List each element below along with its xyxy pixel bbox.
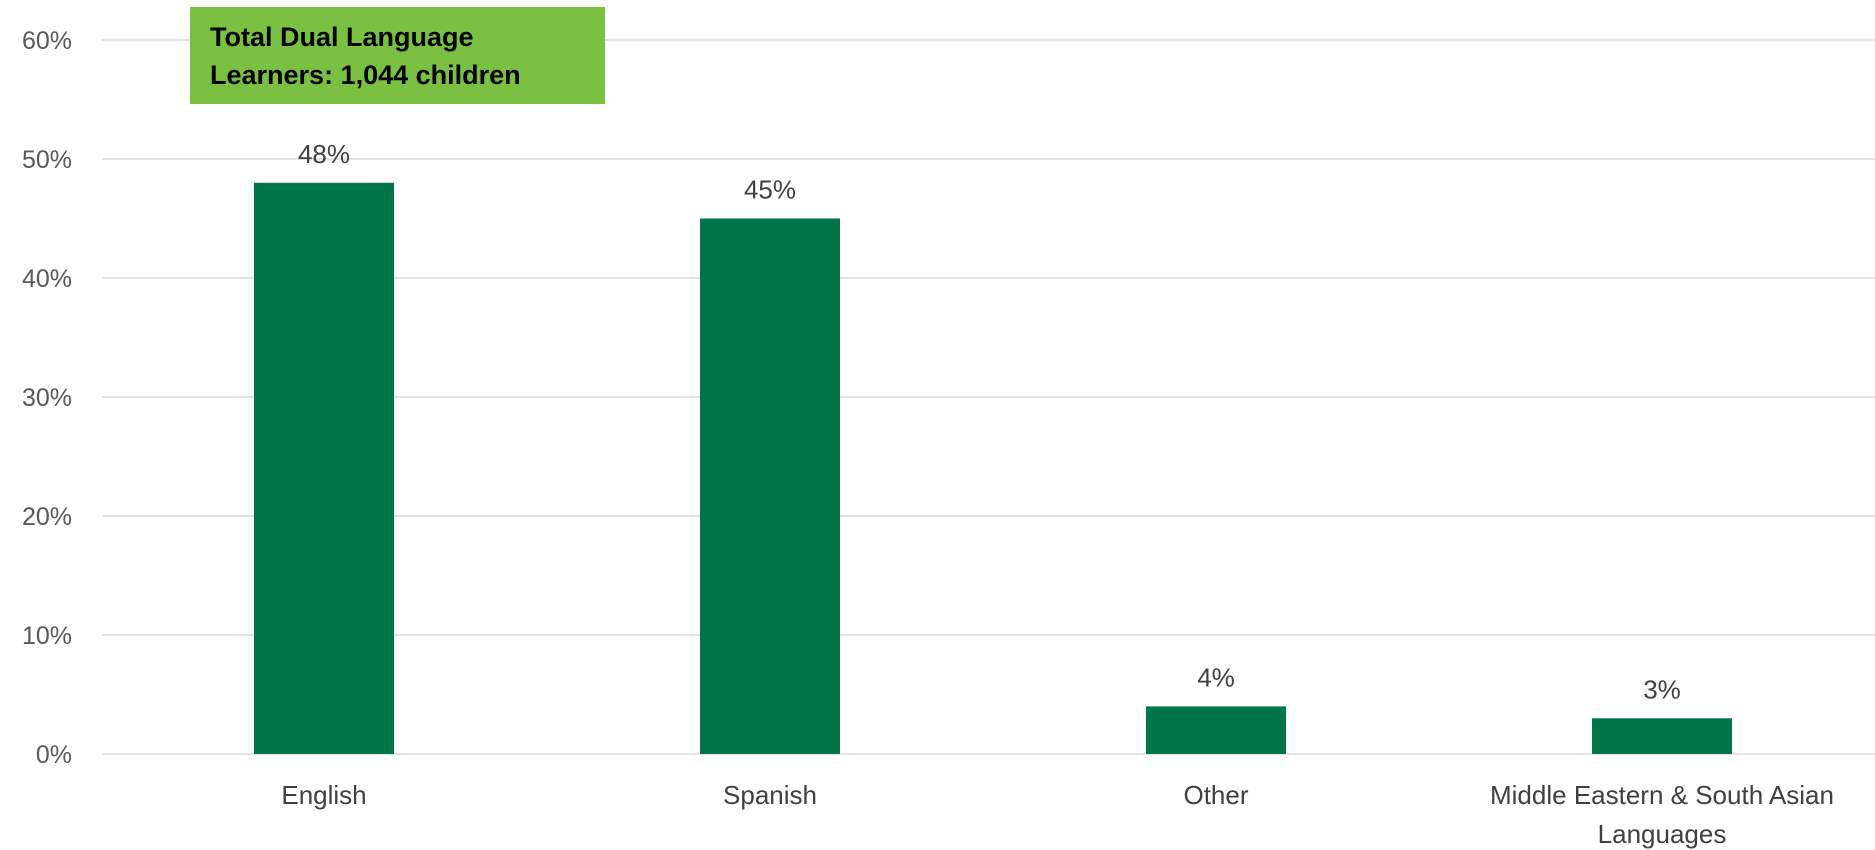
bars: [254, 182, 1732, 755]
x-tick-label: Middle Eastern & South Asian: [1490, 780, 1834, 810]
y-tick-label: 20%: [22, 503, 72, 531]
y-tick-label: 40%: [22, 265, 72, 293]
data-label: 4%: [1197, 662, 1235, 692]
annotation-line-1: Total Dual Language: [210, 22, 474, 52]
y-tick-label: 0%: [36, 741, 72, 769]
bar: [1592, 718, 1732, 754]
y-axis-tick-labels: 0% 10% 20% 30% 40% 50% 60%: [22, 27, 72, 769]
annotation-line-2: Learners: 1,044 children: [210, 60, 521, 90]
bar: [1146, 706, 1286, 754]
x-axis-category-labels: English Spanish Other Middle Eastern & Sout…: [281, 780, 1834, 849]
x-tick-label: Other: [1183, 780, 1248, 810]
data-label: 48%: [298, 139, 350, 169]
y-tick-label: 60%: [22, 27, 72, 55]
y-tick-label: 30%: [22, 384, 72, 412]
annotation-background: [190, 7, 605, 104]
data-labels: 48% 45% 4% 3%: [298, 139, 1681, 704]
bar: [700, 218, 840, 754]
data-label: 45%: [744, 175, 796, 205]
x-tick-label: Spanish: [723, 780, 817, 810]
x-tick-label: English: [281, 780, 366, 810]
x-tick-label: Languages: [1598, 819, 1727, 849]
data-label: 3%: [1643, 674, 1681, 704]
y-tick-label: 10%: [22, 622, 72, 650]
bar: [254, 182, 394, 755]
annotation-box: Total Dual Language Learners: 1,044 chil…: [190, 7, 605, 104]
y-tick-label: 50%: [22, 146, 72, 174]
